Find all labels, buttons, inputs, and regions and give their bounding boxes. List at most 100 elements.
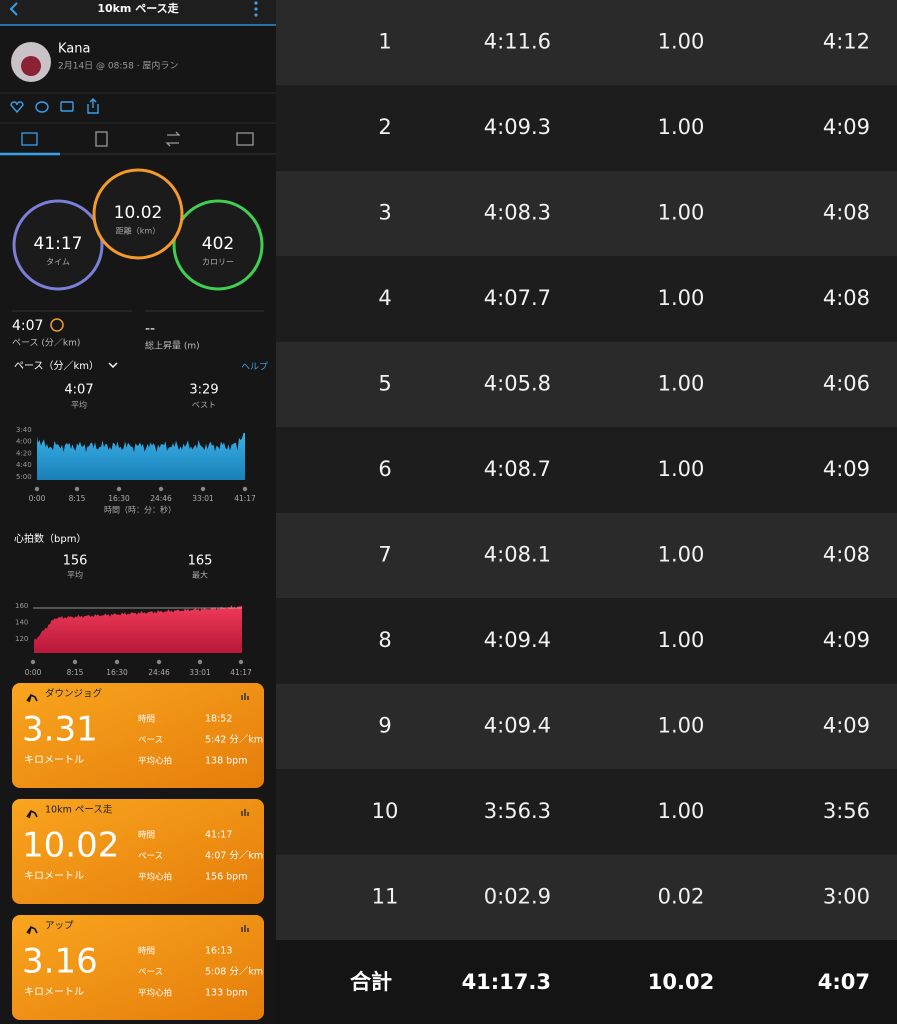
best-value: 3:29 — [189, 383, 218, 398]
summary-label: タイム — [46, 258, 70, 267]
x-tick-label: 0:00 — [29, 494, 46, 503]
lap-cell: 4:08.1 — [484, 542, 551, 566]
pace-icon — [50, 318, 64, 332]
x-tick-label: 0:00 — [25, 668, 42, 677]
lap-cell: 0.02 — [658, 884, 705, 908]
lap-card[interactable] — [12, 915, 264, 1020]
x-tick-label: 33:01 — [192, 494, 214, 503]
summary-value: 41:17 — [34, 234, 83, 254]
summary-value: 10.02 — [114, 203, 163, 223]
distance-ring — [92, 168, 184, 260]
y-tick-label: 120 — [15, 635, 28, 643]
y-tick-label: 4:00 — [16, 438, 32, 446]
tab-details[interactable] — [95, 131, 108, 147]
card-stat-label: 平均心拍 — [138, 756, 172, 767]
y-tick-label: 3:40 — [16, 426, 32, 434]
lap-cell: 4 — [378, 286, 391, 310]
chart-icon — [241, 925, 249, 932]
run-icon — [26, 925, 38, 935]
card-distance: 10.02 — [22, 826, 119, 866]
lap-cell: 5 — [378, 372, 391, 396]
x-tick-label: 24:46 — [148, 668, 170, 677]
lap-cell: 1.00 — [658, 457, 705, 481]
lap-cell: 4:08 — [823, 542, 870, 566]
avg-value: 4:07 — [64, 383, 93, 398]
lap-cell: 1.00 — [658, 286, 705, 310]
lap-row-bg — [276, 0, 897, 86]
summary-label: カロリー — [202, 258, 234, 267]
dropdown[interactable] — [108, 362, 118, 369]
back-button[interactable] — [9, 2, 18, 16]
lap-row-bg — [276, 512, 897, 599]
menu-button[interactable] — [254, 1, 258, 17]
x-tick-dot — [197, 659, 203, 665]
lap-cell: 1.00 — [658, 542, 705, 566]
card-distance: 3.16 — [22, 942, 98, 982]
lap-cell: 1.00 — [658, 30, 705, 54]
max-label: 最大 — [192, 570, 208, 580]
lap-cell: 4:08 — [823, 201, 870, 225]
card-stat-label: 時間 — [138, 715, 155, 725]
camera-icon[interactable] — [60, 101, 74, 112]
lap-cell: 7 — [378, 542, 391, 566]
avatar-figure — [21, 56, 41, 76]
lap-cell: 1.00 — [658, 372, 705, 396]
x-tick-dot — [30, 659, 36, 665]
x-tick-dot — [200, 486, 206, 492]
lap-cell: 3:00 — [823, 884, 870, 908]
comment-icon[interactable] — [35, 101, 49, 113]
card-stat-value: 5:08 分／km — [205, 967, 263, 978]
total-cell: 10.02 — [648, 970, 714, 994]
card-stat-value: 5:42 分／km — [205, 735, 263, 746]
lap-row-bg — [276, 427, 897, 513]
lap-card[interactable] — [12, 683, 264, 788]
lap-row-bg — [276, 769, 897, 855]
card-stat-value: 18:52 — [205, 714, 232, 725]
x-tick-dot — [116, 486, 122, 492]
tab-charts[interactable] — [236, 132, 254, 146]
x-tick-label: 16:30 — [106, 668, 128, 677]
card-unit: キロメートル — [24, 755, 84, 766]
total-row-bg — [276, 940, 897, 1024]
share-icon[interactable] — [87, 98, 99, 114]
y-tick-label: 5:00 — [16, 473, 32, 481]
pace-label: ペース (分／km) — [12, 338, 80, 349]
lap-cell: 3 — [378, 201, 391, 225]
x-tick-label: 33:01 — [189, 668, 211, 677]
activity-meta: 2月14日 @ 08:58 · 屋内ラン — [58, 60, 178, 72]
user-name: Kana — [58, 42, 90, 57]
lap-cell: 4:09 — [823, 115, 870, 139]
lap-cell: 4:09 — [823, 713, 870, 737]
x-tick-label: 24:46 — [150, 494, 172, 503]
x-tick-label: 8:15 — [67, 668, 84, 677]
title: 10km ペース走 — [97, 1, 178, 15]
section-title: 心拍数（bpm） — [14, 532, 86, 545]
card-stat-value: 41:17 — [205, 830, 232, 841]
help-link[interactable]: ヘルプ — [241, 362, 268, 373]
lap-cell: 4:06 — [823, 372, 870, 396]
total-cell: 41:17.3 — [462, 970, 551, 994]
x-axis-label: 時間（時：分：秒） — [104, 505, 176, 515]
lap-cell: 11 — [372, 884, 399, 908]
run-icon — [26, 693, 38, 703]
lap-cell: 4:08 — [823, 286, 870, 310]
chart-icon — [241, 809, 249, 816]
x-tick-dot — [34, 486, 40, 492]
x-tick-label: 41:17 — [230, 668, 252, 677]
x-tick-dot — [156, 659, 162, 665]
y-tick-label: 140 — [15, 619, 28, 627]
avg-label: 平均 — [71, 400, 87, 410]
x-tick-dot — [238, 659, 244, 665]
lap-cell: 4:09.4 — [484, 713, 551, 737]
lap-cell: 4:07.7 — [484, 286, 551, 310]
tab-overview[interactable] — [21, 132, 38, 146]
x-tick-dot — [158, 486, 164, 492]
tab-laps[interactable] — [165, 131, 181, 147]
lap-card[interactable] — [12, 799, 264, 904]
lap-cell: 4:11.6 — [484, 30, 551, 54]
x-tick-label: 16:30 — [108, 494, 130, 503]
y-tick-label: 4:20 — [16, 449, 32, 457]
card-stat-label: 平均心拍 — [138, 872, 172, 883]
lap-row-bg — [276, 598, 897, 684]
like-icon[interactable] — [10, 101, 24, 114]
